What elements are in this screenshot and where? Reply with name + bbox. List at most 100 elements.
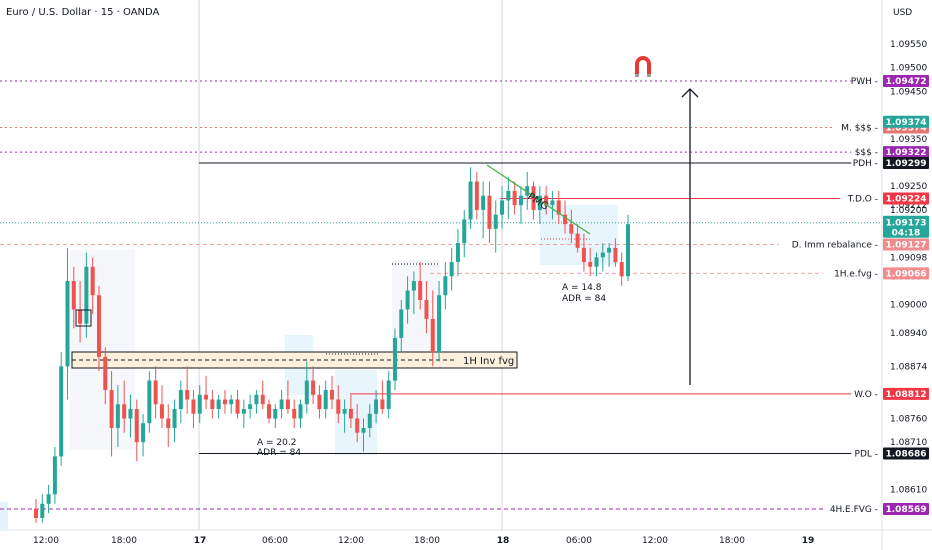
price-tag-4: 1.09224 bbox=[886, 195, 927, 205]
last-price-countdown: 04:18 bbox=[892, 229, 921, 239]
price-tag-9-bg bbox=[883, 503, 929, 515]
candle-body-91 bbox=[607, 247, 612, 253]
x-tick-6: 18 bbox=[497, 536, 510, 546]
price-tag-6: 1.09066 bbox=[886, 269, 927, 279]
candle-body-31 bbox=[229, 399, 234, 405]
y-tick-10: 1.09000 bbox=[890, 301, 927, 311]
candle-body-24 bbox=[185, 390, 190, 400]
candle-body-37 bbox=[267, 404, 272, 419]
level-label-8: PDL - bbox=[855, 450, 878, 460]
level-label-7: W.O - bbox=[854, 390, 878, 400]
candle-body-46 bbox=[323, 390, 328, 409]
x-tick-3: 06:00 bbox=[262, 536, 288, 546]
candle-body-55 bbox=[380, 399, 385, 409]
y-tick-2: 1.09450 bbox=[890, 87, 927, 97]
candle-body-10 bbox=[96, 295, 101, 357]
level-label-9: 4H.E.FVG - bbox=[830, 505, 878, 515]
x-tick-10: 19 bbox=[802, 536, 815, 546]
candle-body-29 bbox=[216, 399, 221, 409]
price-tag-9: 1.08569 bbox=[886, 505, 927, 515]
y-tick-12: 1.08874 bbox=[890, 362, 927, 372]
candle-body-75 bbox=[506, 190, 511, 201]
candle-body-72 bbox=[487, 195, 492, 229]
magnet-icon[interactable] bbox=[635, 56, 651, 77]
candle-body-20 bbox=[159, 404, 164, 419]
candle-body-52 bbox=[361, 427, 366, 433]
level-label-0: PWH - bbox=[851, 77, 878, 87]
level-label-4: T.D.O - bbox=[847, 195, 878, 205]
candle-body-30 bbox=[222, 399, 227, 405]
candle-body-15 bbox=[128, 408, 133, 419]
candle-body-81 bbox=[544, 195, 549, 206]
candle-body-43 bbox=[304, 380, 309, 405]
candle-body-64 bbox=[437, 295, 442, 353]
plot-area[interactable] bbox=[0, 0, 882, 530]
y-tick-15: 1.08610 bbox=[890, 486, 927, 496]
candle-body-70 bbox=[474, 181, 479, 210]
candle-body-78 bbox=[525, 186, 530, 196]
price-tag-6-bg bbox=[883, 267, 929, 280]
candle-body-42 bbox=[298, 404, 303, 419]
price-tag-5: 1.09127 bbox=[886, 241, 927, 251]
candle-body-61 bbox=[418, 281, 423, 300]
candle-body-92 bbox=[613, 247, 618, 263]
candle-body-68 bbox=[462, 219, 467, 244]
candle-body-41 bbox=[292, 408, 297, 419]
candle-body-18 bbox=[147, 380, 152, 424]
candle-body-33 bbox=[241, 408, 246, 414]
candle-body-58 bbox=[399, 309, 404, 338]
candle-body-89 bbox=[594, 257, 599, 267]
level-label-2: $$$ - bbox=[855, 148, 878, 158]
inv-fvg-label: 1H Inv fvg bbox=[463, 356, 514, 367]
last-price-tag-bg bbox=[883, 215, 929, 238]
y-tick-11: 1.08940 bbox=[890, 329, 927, 339]
candle-body-0 bbox=[34, 508, 38, 519]
price-tag-3: 1.09299 bbox=[886, 159, 927, 169]
candle-body-40 bbox=[285, 399, 290, 409]
candle-body-79 bbox=[531, 186, 536, 210]
level-label-6: 1H.e.fvg - bbox=[834, 269, 878, 279]
y-tick-14: 1.08710 bbox=[890, 438, 927, 448]
currency-label[interactable]: USD bbox=[893, 8, 912, 18]
candle-body-17 bbox=[141, 423, 146, 443]
stats2-a: A = 14.8 bbox=[562, 283, 602, 293]
price-tag-0-bg bbox=[883, 75, 929, 87]
candles bbox=[34, 167, 630, 523]
candle-body-25 bbox=[191, 399, 196, 414]
candle-body-60 bbox=[411, 281, 416, 291]
candle-body-48 bbox=[336, 399, 341, 414]
x-tick-7: 06:00 bbox=[566, 536, 592, 546]
y-tick-1: 1.09500 bbox=[890, 64, 927, 74]
candle-body-8 bbox=[84, 266, 89, 324]
candle-body-93 bbox=[619, 262, 624, 277]
small-box-marker bbox=[75, 309, 92, 327]
x-tick-9: 18:00 bbox=[719, 536, 745, 546]
candle-body-83 bbox=[556, 200, 561, 215]
price-tag-extra-bg bbox=[883, 115, 929, 128]
candle-body-19 bbox=[153, 380, 158, 405]
candle-body-54 bbox=[374, 399, 379, 414]
price-tag-7-bg bbox=[883, 387, 929, 400]
price-tag-0: 1.09472 bbox=[886, 77, 927, 87]
candle-body-65 bbox=[443, 276, 448, 296]
candle-body-27 bbox=[204, 394, 209, 400]
x-tick-2: 17 bbox=[194, 536, 207, 546]
candle-body-44 bbox=[311, 380, 316, 395]
candle-body-23 bbox=[178, 390, 183, 409]
level-label-3: PDH - bbox=[853, 159, 878, 169]
candle-body-47 bbox=[330, 390, 334, 400]
candle-body-51 bbox=[355, 418, 360, 433]
candle-body-6 bbox=[71, 281, 76, 310]
candle-body-12 bbox=[109, 390, 114, 428]
price-tag-2-bg bbox=[883, 146, 929, 159]
candle-body-56 bbox=[386, 380, 391, 409]
candle-body-63 bbox=[430, 318, 435, 353]
price-tag-2: 1.09322 bbox=[886, 148, 927, 158]
candle-body-21 bbox=[166, 418, 171, 428]
candle-body-34 bbox=[248, 404, 253, 409]
up-arrow bbox=[681, 88, 699, 385]
candle-body-35 bbox=[254, 394, 259, 405]
day-separators bbox=[198, 0, 503, 530]
